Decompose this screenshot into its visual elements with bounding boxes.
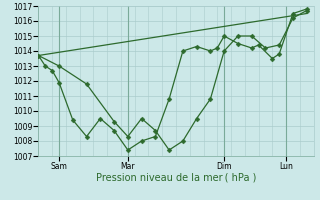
X-axis label: Pression niveau de la mer ( hPa ): Pression niveau de la mer ( hPa ) [96, 173, 256, 183]
